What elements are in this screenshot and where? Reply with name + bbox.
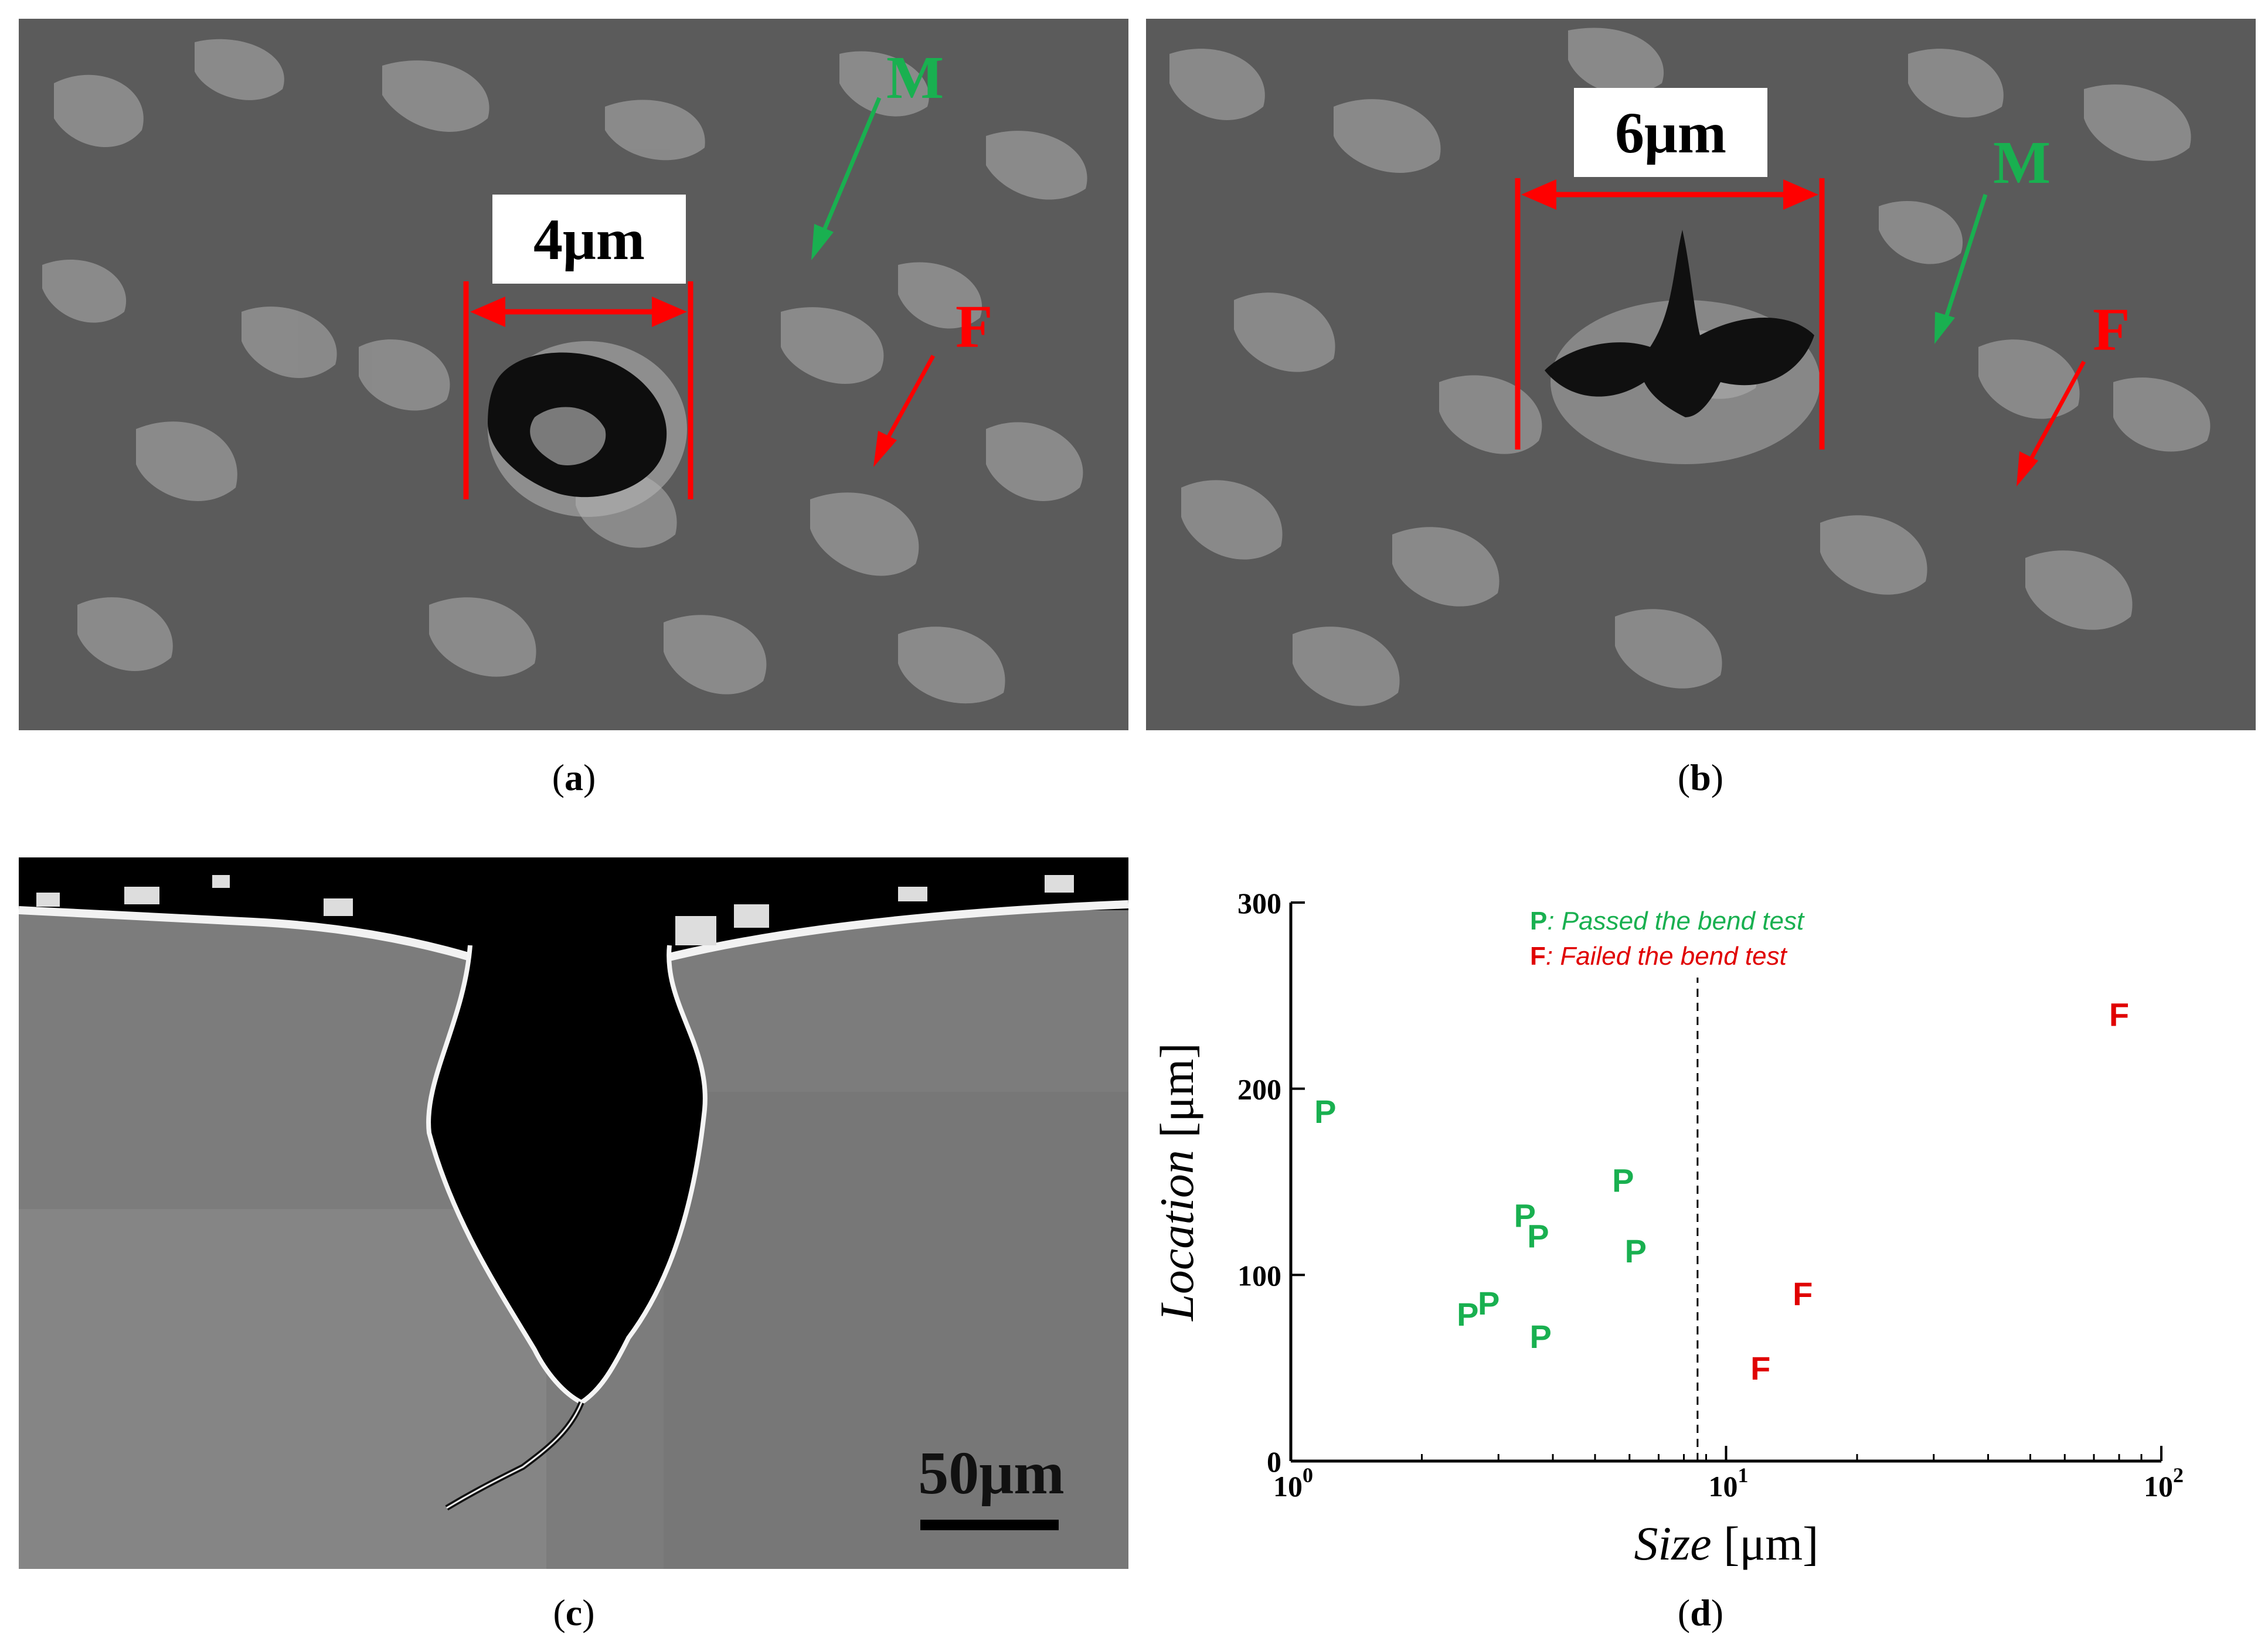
- sem-image-b: 6μm M F: [1146, 19, 2256, 730]
- y-tick-label: 200: [1237, 1073, 1281, 1106]
- phase-label-f-a: F: [956, 293, 993, 360]
- caption-a: (a): [552, 757, 596, 798]
- data-point-p: P: [1527, 1218, 1549, 1255]
- y-tick-label: 0: [1267, 1445, 1281, 1478]
- x-tick-label: 102: [2144, 1463, 2184, 1503]
- data-point-f: F: [2109, 996, 2129, 1033]
- y-tick-label: 100: [1237, 1259, 1281, 1292]
- x-axis-label: Size [μm]: [1634, 1517, 1819, 1570]
- ferrite-arrow-b: [2017, 360, 2086, 486]
- scale-label-b: 6μm: [1615, 100, 1726, 165]
- scale-bar-c: [920, 1520, 1059, 1530]
- caption-c: (c): [553, 1592, 595, 1633]
- chart-panel-d: 100 101 102 0 100 200 300 Size [μm] Location [μm…: [1146, 857, 2256, 1613]
- data-point-p: P: [1514, 1197, 1536, 1234]
- surface-oxide: [36, 875, 1074, 945]
- phase-label-m-a: M: [886, 44, 944, 111]
- scale-label-a: 4μm: [533, 207, 645, 272]
- phase-label-m-b: M: [1993, 129, 2051, 196]
- data-point-p: P: [1478, 1285, 1499, 1322]
- sem-image-a: 4μm M F: [19, 19, 1128, 730]
- y-tick-label: 300: [1237, 887, 1281, 920]
- martensite-arrow-a: [811, 97, 882, 260]
- data-point-p: P: [1530, 1318, 1552, 1355]
- legend-entry: P: Passed the bend test: [1530, 907, 1805, 935]
- caption-d: (d): [1677, 1592, 1724, 1633]
- void-b: [1545, 230, 1814, 417]
- martensite-islands: [42, 39, 1087, 704]
- x-tick-label: 101: [1709, 1463, 1749, 1503]
- data-point-p: P: [1625, 1233, 1647, 1269]
- ferrite-arrow-a: [873, 355, 936, 467]
- x-tick-label: 100: [1273, 1463, 1313, 1503]
- scale-bar-label-c: 50μm: [918, 1439, 1065, 1507]
- sem-image-c: 50μm: [19, 857, 1128, 1569]
- phase-label-f-b: F: [2093, 296, 2130, 363]
- data-point-p: P: [1457, 1296, 1478, 1333]
- data-point-f: F: [1750, 1350, 1770, 1387]
- data-point-p: P: [1612, 1162, 1634, 1199]
- dimension-marker-a: [463, 281, 693, 499]
- data-point-p: P: [1314, 1093, 1336, 1130]
- caption-b: (b): [1677, 757, 1724, 798]
- legend-entry: F: Failed the bend test: [1530, 942, 1788, 971]
- data-point-f: F: [1793, 1275, 1813, 1312]
- martensite-arrow-b: [1934, 193, 1988, 344]
- y-axis-label: Location [μm]: [1150, 1043, 1203, 1321]
- dimension-marker-b: [1515, 178, 1825, 450]
